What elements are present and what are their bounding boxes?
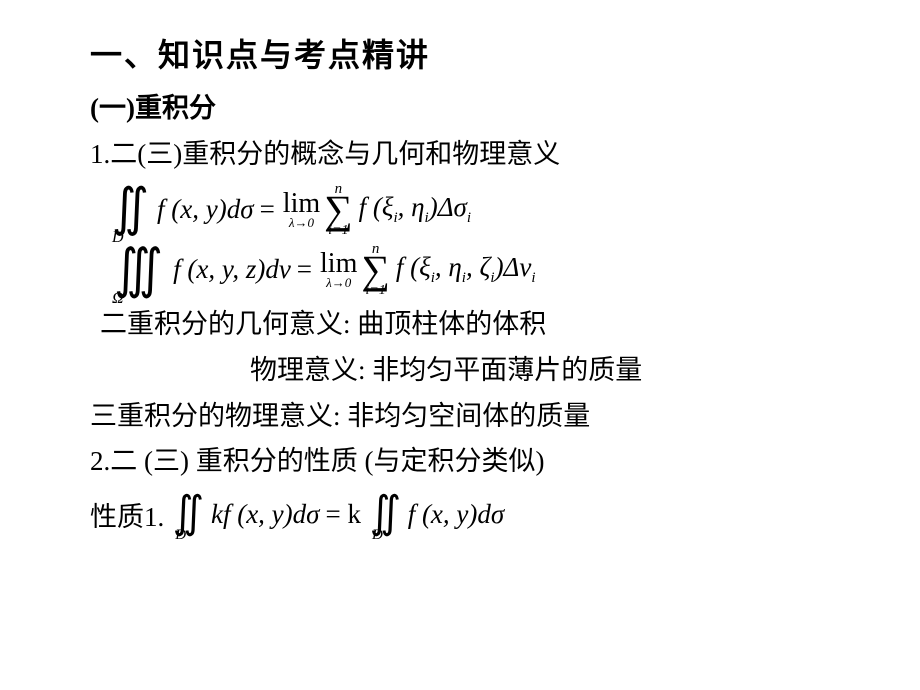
equation-triple-integral: ∭ Ω f (x, y, z)dv = lim λ→0 n ∑ i=1 f (ξ…	[110, 242, 830, 298]
equals-sign: =	[297, 254, 312, 285]
integral-region-omega: Ω	[112, 290, 124, 308]
lim-text: lim	[320, 250, 357, 278]
item-1: 1.二(三)重积分的概念与几何和物理意义	[90, 132, 830, 178]
physical-meaning-2d: 物理意义: 非均匀平面薄片的质量	[250, 348, 830, 394]
geometric-meaning: 二重积分的几何意义: 曲顶柱体的体积	[100, 302, 830, 348]
prop1-rhs: f (x, y)dσ	[408, 499, 505, 530]
limit-operator: lim λ→0	[320, 250, 357, 289]
double-integral-symbol: ∬ D	[171, 495, 206, 534]
eq2-integrand: f (x, y, z)dv	[173, 254, 291, 285]
page-title: 一、知识点与考点精讲	[90, 30, 830, 76]
prop1-lhs: kf (x, y)dσ	[211, 499, 320, 530]
slide-page: 一、知识点与考点精讲 (一)重积分 1.二(三)重积分的概念与几何和物理意义 ∬…	[0, 0, 920, 690]
item-2: 2.二 (三) 重积分的性质 (与定积分类似)	[90, 439, 830, 485]
physical-meaning-3d: 三重积分的物理意义: 非均匀空间体的质量	[90, 394, 830, 440]
equation-double-integral: ∬ D f (x, y)dσ = lim λ→0 n ∑ i=1 f (ξi, …	[110, 182, 830, 238]
prop1-eq: = k	[325, 499, 360, 530]
triple-integral-symbol: ∭ Ω	[110, 245, 167, 294]
limit-operator: lim λ→0	[283, 190, 320, 229]
integral-region-D: D	[175, 527, 186, 544]
lim-text: lim	[283, 190, 320, 218]
eq1-integrand: f (x, y)dσ	[157, 194, 254, 225]
section-heading: (一)重积分	[90, 86, 830, 132]
summation-operator: n ∑ i=1	[324, 182, 353, 238]
property-1: 性质1. ∬ D kf (x, y)dσ = k ∬ D f (x, y)dσ	[90, 495, 830, 534]
double-integral-symbol: ∬ D	[368, 495, 403, 534]
lim-sub: λ→0	[289, 216, 314, 229]
eq2-summand: f (ξi, ηi, ζi)Δvi	[396, 252, 536, 287]
double-integral-symbol: ∬ D	[110, 186, 151, 233]
eq1-summand: f (ξi, ηi)Δσi	[359, 192, 471, 227]
lim-sub: λ→0	[326, 276, 351, 289]
summation-operator: n ∑ i=1	[361, 242, 390, 298]
integral-region-D: D	[372, 527, 383, 544]
property-1-label: 性质1.	[90, 495, 164, 534]
equals-sign: =	[260, 194, 275, 225]
sum-lower: i=1	[328, 224, 348, 238]
sum-lower: i=1	[365, 284, 385, 298]
